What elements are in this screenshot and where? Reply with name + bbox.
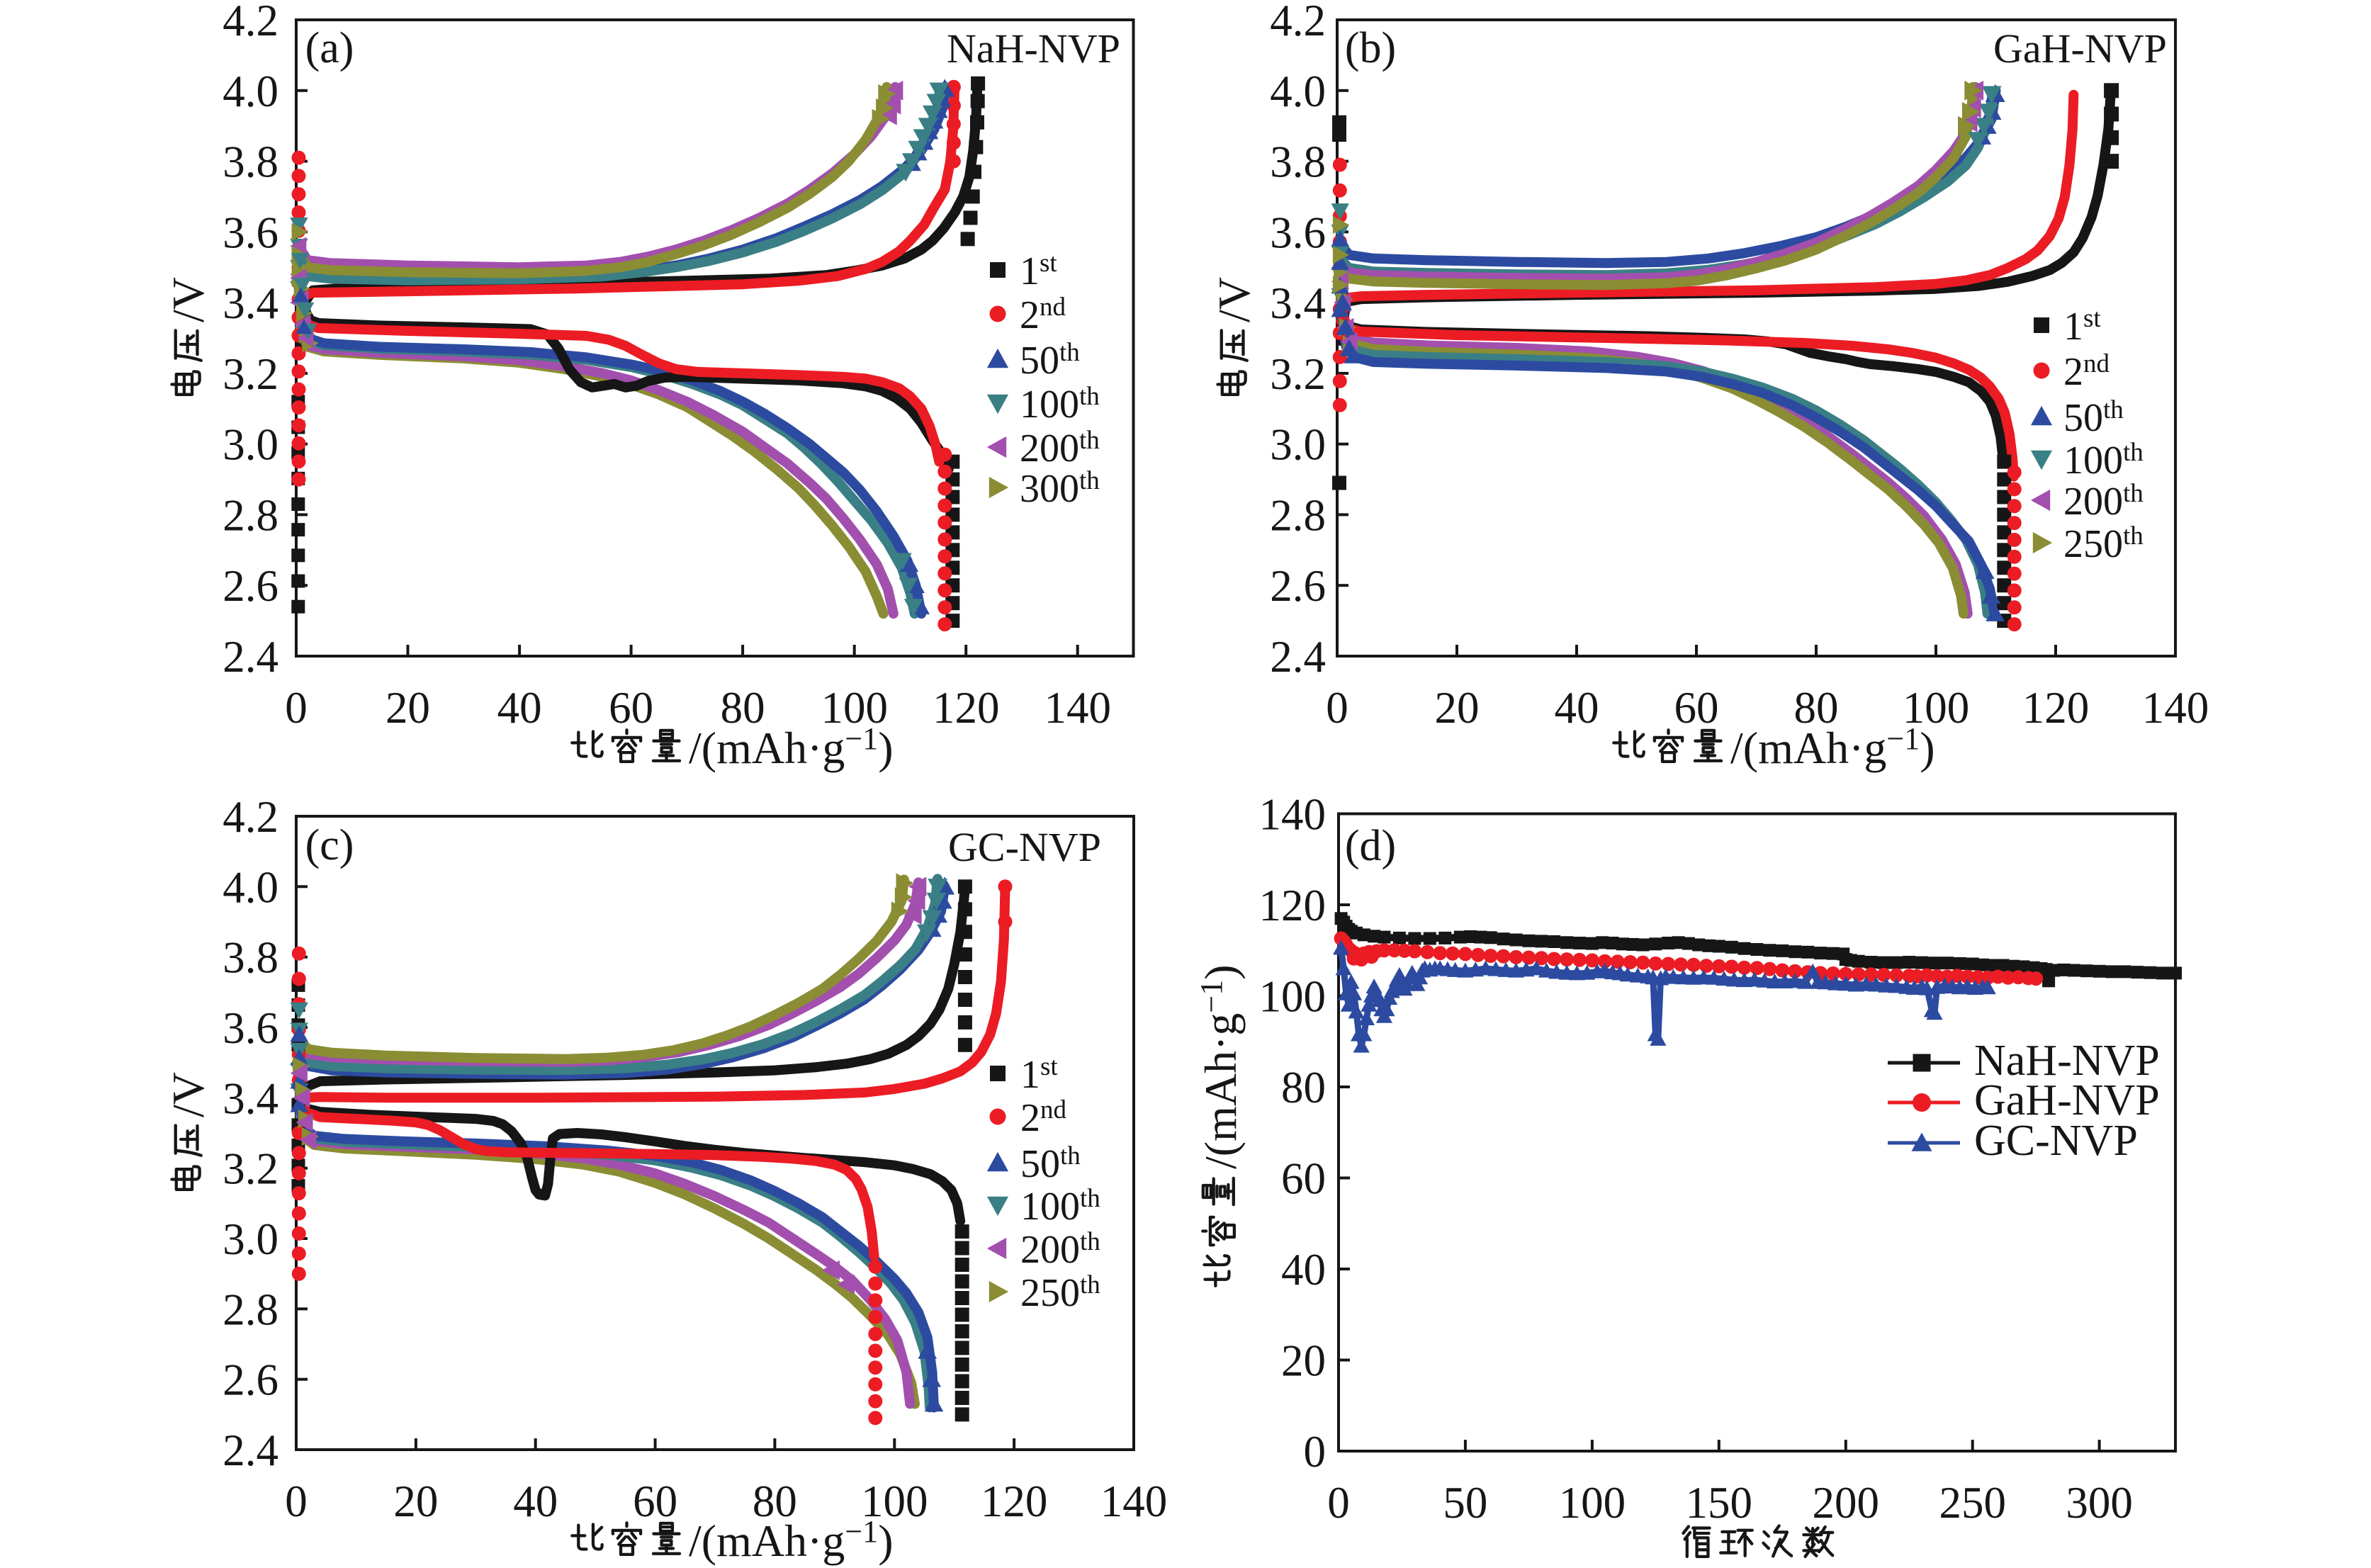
svg-text:2.6: 2.6 <box>1270 561 1326 611</box>
svg-text:GC-NVP: GC-NVP <box>1974 1117 2138 1165</box>
svg-text:100: 100 <box>821 683 888 733</box>
svg-text:80: 80 <box>1794 683 1839 733</box>
svg-text:3.0: 3.0 <box>223 1214 278 1264</box>
svg-text:80: 80 <box>721 683 765 733</box>
svg-text:100: 100 <box>1559 1478 1626 1528</box>
svg-text:0: 0 <box>1327 1478 1350 1528</box>
svg-text:4.0: 4.0 <box>223 67 278 116</box>
svg-text:60: 60 <box>1281 1154 1326 1204</box>
svg-text:100: 100 <box>1903 683 1970 733</box>
svg-text:2.6: 2.6 <box>223 1355 278 1405</box>
svg-text:(a): (a) <box>305 24 354 72</box>
svg-text:80: 80 <box>1281 1063 1326 1112</box>
svg-text:50: 50 <box>1443 1478 1487 1528</box>
svg-text:20: 20 <box>1435 683 1480 733</box>
svg-text:40: 40 <box>497 683 542 733</box>
svg-text:2.4: 2.4 <box>223 632 278 682</box>
svg-text:20: 20 <box>385 683 430 733</box>
svg-text:4.0: 4.0 <box>223 862 278 912</box>
svg-text:3.2: 3.2 <box>223 349 278 399</box>
svg-text:3.8: 3.8 <box>1270 137 1326 187</box>
svg-text:0: 0 <box>285 1477 308 1526</box>
svg-text:3.4: 3.4 <box>223 1073 278 1123</box>
svg-text:40: 40 <box>513 1477 558 1526</box>
svg-text:120: 120 <box>981 1477 1048 1526</box>
svg-text:/V: /V <box>163 277 213 322</box>
svg-text:3.2: 3.2 <box>1270 349 1326 399</box>
svg-text:/V: /V <box>1209 277 1259 322</box>
svg-text:120: 120 <box>1259 881 1327 930</box>
svg-text:3.8: 3.8 <box>223 933 278 983</box>
svg-text:2.8: 2.8 <box>1270 490 1326 540</box>
svg-text:40: 40 <box>1555 683 1599 733</box>
svg-text:250th: 250th <box>1020 1270 1100 1315</box>
svg-text:250: 250 <box>1939 1478 2006 1528</box>
svg-text:20: 20 <box>1281 1336 1326 1386</box>
svg-text:3.6: 3.6 <box>223 208 278 257</box>
svg-text:GaH-NVP: GaH-NVP <box>1974 1076 2160 1124</box>
svg-text:60: 60 <box>1674 683 1719 733</box>
svg-text:(c): (c) <box>305 821 354 869</box>
svg-text:2.8: 2.8 <box>223 1285 278 1334</box>
svg-text:4.2: 4.2 <box>223 0 278 45</box>
svg-text:0: 0 <box>1326 683 1348 733</box>
svg-text:3.8: 3.8 <box>223 137 278 187</box>
svg-text:50th: 50th <box>1020 338 1080 383</box>
svg-text:140: 140 <box>1259 790 1327 840</box>
svg-text:3.4: 3.4 <box>223 278 278 328</box>
svg-text:140: 140 <box>2142 683 2209 733</box>
svg-text:3.6: 3.6 <box>1270 208 1326 257</box>
svg-text:0: 0 <box>1304 1427 1327 1477</box>
svg-text:120: 120 <box>2022 683 2090 733</box>
svg-text:(b): (b) <box>1345 24 1396 72</box>
svg-text:2.8: 2.8 <box>223 490 278 540</box>
svg-text:3.6: 3.6 <box>223 1003 278 1053</box>
svg-text:100: 100 <box>861 1477 928 1526</box>
svg-text:2.4: 2.4 <box>1270 632 1326 682</box>
svg-text:300: 300 <box>2066 1478 2133 1528</box>
svg-text:3.0: 3.0 <box>1270 420 1326 470</box>
svg-text:100: 100 <box>1259 972 1327 1022</box>
svg-text:0: 0 <box>285 683 308 733</box>
svg-text:200: 200 <box>1813 1478 1880 1528</box>
svg-text:200th: 200th <box>2063 479 2144 524</box>
svg-text:140: 140 <box>1100 1477 1168 1526</box>
svg-text:2.6: 2.6 <box>223 561 278 611</box>
svg-text:3.0: 3.0 <box>223 420 278 470</box>
svg-text:2.4: 2.4 <box>223 1426 278 1475</box>
svg-text:60: 60 <box>609 683 653 733</box>
svg-text:140: 140 <box>1044 683 1111 733</box>
svg-text:(d): (d) <box>1345 822 1396 870</box>
svg-text:120: 120 <box>933 683 1000 733</box>
svg-text:GaH-NVP: GaH-NVP <box>1993 26 2167 72</box>
svg-text:20: 20 <box>393 1477 438 1526</box>
svg-text:3.4: 3.4 <box>1270 278 1326 328</box>
svg-text:2nd: 2nd <box>1020 1095 1067 1140</box>
svg-text:60: 60 <box>633 1477 677 1526</box>
svg-text:GC-NVP: GC-NVP <box>948 824 1101 870</box>
svg-text:80: 80 <box>753 1477 797 1526</box>
svg-text:4.2: 4.2 <box>223 792 278 842</box>
svg-text:NaH-NVP: NaH-NVP <box>947 26 1120 72</box>
svg-text:40: 40 <box>1281 1245 1326 1295</box>
svg-text:4.0: 4.0 <box>1270 67 1326 116</box>
svg-text:150: 150 <box>1686 1478 1753 1528</box>
svg-text:NaH-NVP: NaH-NVP <box>1974 1037 2160 1085</box>
svg-text:4.2: 4.2 <box>1270 0 1326 45</box>
svg-text:/V: /V <box>163 1072 213 1117</box>
svg-text:3.2: 3.2 <box>223 1144 278 1194</box>
